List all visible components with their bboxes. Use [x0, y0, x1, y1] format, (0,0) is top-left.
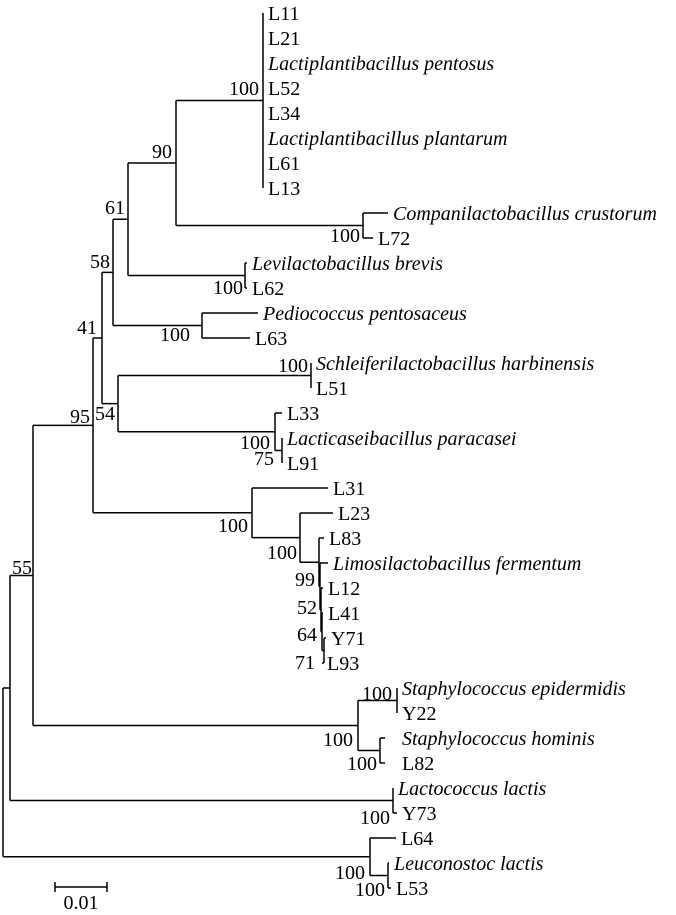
bootstrap-value: 100 — [278, 355, 308, 377]
bootstrap-value: 100 — [360, 807, 390, 829]
bootstrap-value: 41 — [77, 317, 97, 339]
bootstrap-value: 100 — [330, 225, 360, 247]
leaf-label: L34 — [268, 103, 300, 125]
bootstrap-value: 75 — [254, 448, 274, 470]
leaf-label: L12 — [328, 578, 360, 600]
leaf-label: L21 — [268, 28, 300, 50]
bootstrap-value: 100 — [323, 729, 353, 751]
scale-bar-label: 0.01 — [64, 892, 99, 914]
leaf-label: L91 — [287, 453, 319, 475]
leaf-label: Staphylococcus epidermidis — [402, 678, 626, 700]
leaf-label: L52 — [268, 78, 300, 100]
bootstrap-value: 100 — [229, 78, 259, 100]
leaf-label: L51 — [316, 378, 348, 400]
bootstrap-value: 100 — [267, 542, 297, 564]
leaf-label: L23 — [338, 503, 370, 525]
bootstrap-value: 58 — [90, 251, 110, 273]
leaf-label: L82 — [402, 753, 434, 775]
leaf-label: Y71 — [331, 628, 365, 650]
leaf-label: L63 — [255, 328, 287, 350]
bootstrap-value: 61 — [105, 197, 125, 219]
leaf-label: L93 — [327, 653, 359, 675]
bootstrap-value: 100 — [240, 432, 270, 454]
leaf-label: Limosilactobacillus fermentum — [332, 553, 581, 575]
leaf-label: Lactiplantibacillus plantarum — [267, 128, 507, 150]
bootstrap-value: 71 — [295, 652, 315, 674]
leaf-label: Leuconostoc lactis — [393, 853, 544, 875]
bootstrap-value: 100 — [160, 324, 190, 346]
bootstrap-value: 100 — [355, 879, 385, 901]
leaf-label: Y22 — [402, 703, 436, 725]
leaf-label: L13 — [268, 178, 300, 200]
leaf-label: L83 — [329, 528, 361, 550]
bootstrap-value: 100 — [218, 515, 248, 537]
leaf-label: Schleiferilactobacillus harbinensis — [316, 353, 595, 375]
leaf-label: L62 — [252, 278, 284, 300]
bootstrap-value: 52 — [297, 597, 317, 619]
leaf-label: Pediococcus pentosaceus — [262, 303, 467, 325]
leaf-label: Y73 — [402, 803, 436, 825]
bootstrap-value: 95 — [70, 406, 90, 428]
bootstrap-value: 100 — [347, 753, 377, 775]
bootstrap-value: 55 — [12, 557, 32, 579]
leaf-label: Staphylococcus hominis — [402, 728, 595, 750]
bootstrap-value: 90 — [152, 141, 172, 163]
leaf-label: Lactiplantibacillus pentosus — [267, 53, 494, 75]
bootstrap-value: 100 — [335, 862, 365, 884]
leaf-label: L33 — [287, 403, 319, 425]
leaf-label: L53 — [396, 878, 428, 900]
leaf-label: L31 — [333, 478, 365, 500]
leaf-label: Lacticaseibacillus paracasei — [286, 428, 516, 450]
bootstrap-value: 54 — [95, 403, 115, 425]
leaf-label: L41 — [328, 603, 360, 625]
leaf-label: L64 — [401, 828, 433, 850]
bootstrap-value: 100 — [213, 277, 243, 299]
leaf-label: Levilactobacillus brevis — [251, 253, 443, 275]
bootstrap-value: 99 — [295, 569, 315, 591]
leaf-label: Lactococcus lactis — [397, 778, 547, 800]
leaf-label: L61 — [268, 153, 300, 175]
bootstrap-value: 100 — [362, 683, 392, 705]
leaf-label: L72 — [378, 228, 410, 250]
leaf-label: L11 — [268, 3, 299, 25]
bootstrap-value: 64 — [297, 624, 317, 646]
leaf-label: Companilactobacillus crustorum — [393, 203, 657, 225]
